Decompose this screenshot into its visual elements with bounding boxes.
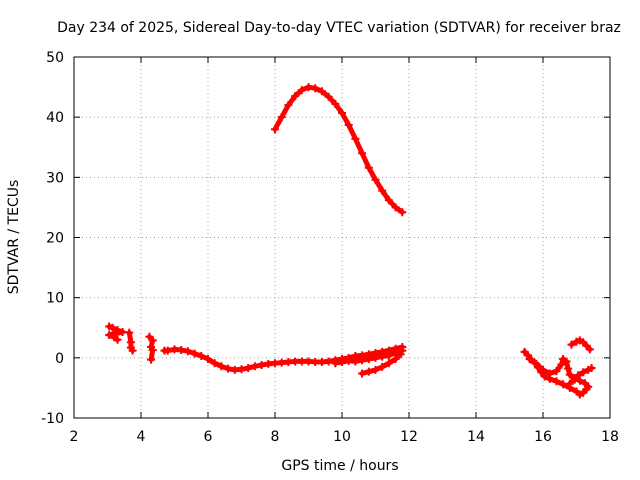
x-tick-label: 8 xyxy=(271,429,280,445)
axis-tick-labels: 2 4 6 8 10 12 14 16 18 -10 0 10 20 30 40 50 xyxy=(41,50,619,445)
y-tick-label: 10 xyxy=(46,291,64,307)
x-tick-label: 10 xyxy=(333,429,351,445)
series-trace xyxy=(126,330,136,354)
series-trace xyxy=(569,337,593,352)
series-arc-branch xyxy=(358,350,405,378)
series-arc-late-4 xyxy=(567,336,594,354)
y-axis-label: SDTVAR / TECUs xyxy=(6,180,22,295)
x-axis-label: GPS time / hours xyxy=(281,458,398,474)
data-points xyxy=(105,83,596,399)
series-arc-late-3 xyxy=(565,364,596,388)
series-trace xyxy=(161,344,405,373)
x-tick-label: 14 xyxy=(467,429,485,445)
series-arc-main xyxy=(160,343,407,374)
series-trace xyxy=(527,356,591,390)
x-tick-label: 12 xyxy=(400,429,418,445)
y-tick-label: 0 xyxy=(55,351,64,367)
series-arc-early-1 xyxy=(105,322,127,344)
y-tick-label: 40 xyxy=(46,110,64,126)
y-tick-label: 30 xyxy=(46,170,64,186)
y-tick-label: 50 xyxy=(46,50,64,66)
series-arc-early-2 xyxy=(125,328,137,355)
series-trace xyxy=(359,351,404,376)
x-tick-label: 18 xyxy=(601,429,619,445)
series-trace xyxy=(146,334,156,363)
x-tick-label: 4 xyxy=(137,429,146,445)
x-tick-label: 6 xyxy=(204,429,213,445)
series-trace xyxy=(272,84,405,215)
series-trace xyxy=(567,365,595,387)
y-tick-label: -10 xyxy=(41,411,64,427)
y-tick-label: 20 xyxy=(46,231,64,247)
chart-title: Day 234 of 2025, Sidereal Day-to-day VTE… xyxy=(57,20,621,36)
axis-ticks xyxy=(73,56,611,419)
series-arc-early-3 xyxy=(145,332,157,364)
x-tick-label: 16 xyxy=(534,429,552,445)
series-trace xyxy=(106,324,126,343)
series-arc-high xyxy=(271,83,407,217)
x-tick-label: 2 xyxy=(70,429,79,445)
